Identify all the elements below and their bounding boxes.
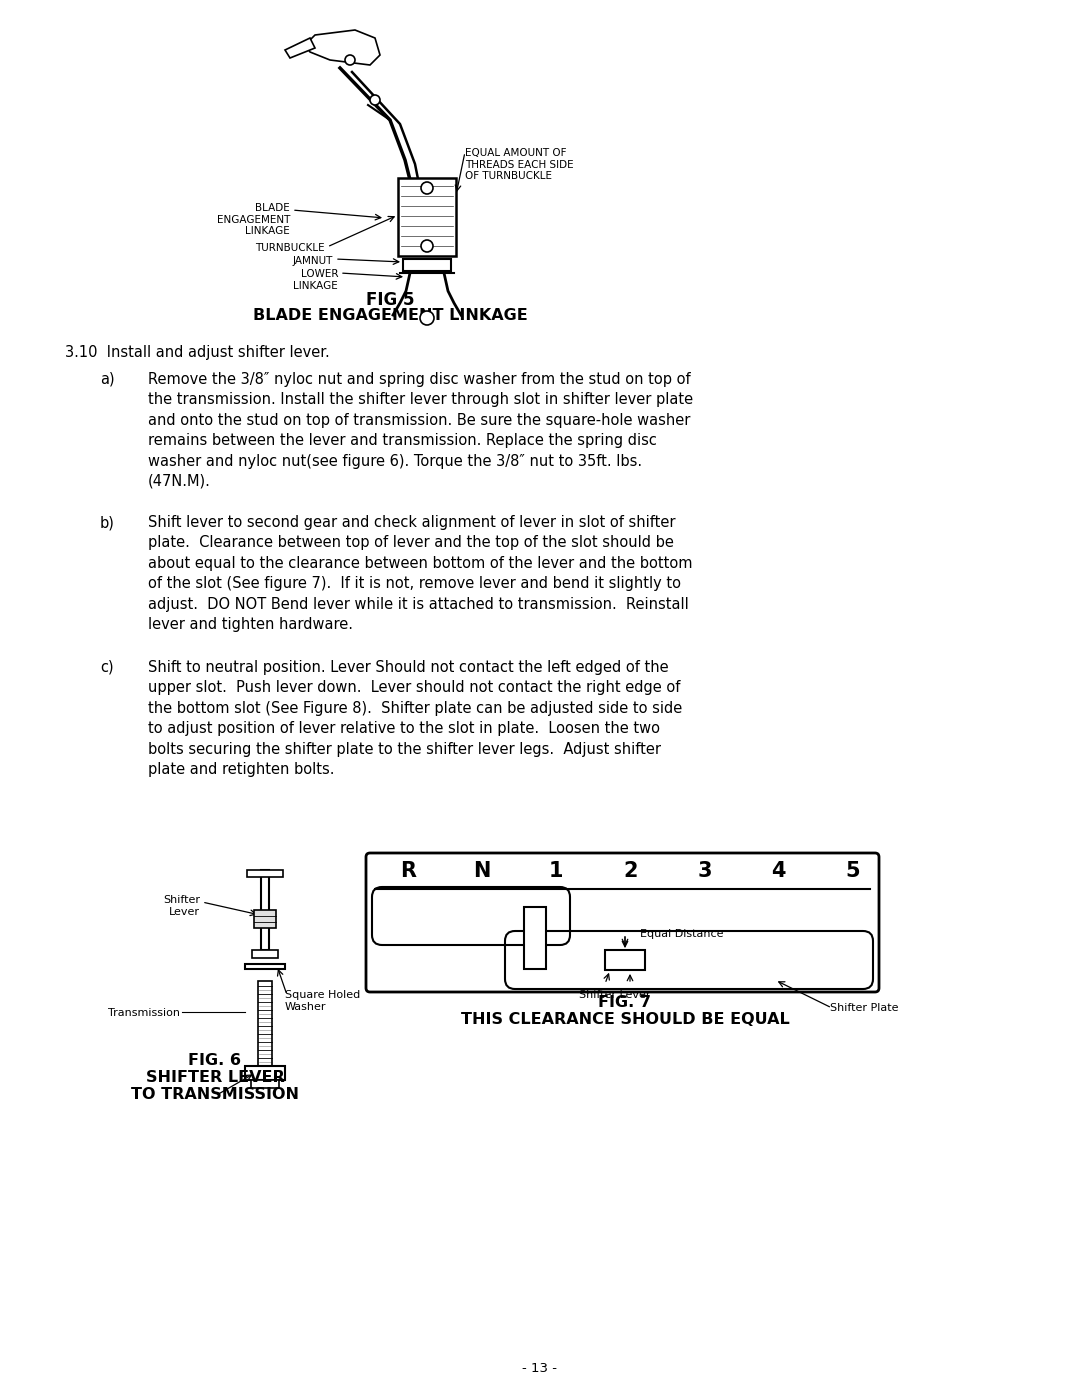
Text: Shifter Plate: Shifter Plate xyxy=(831,1003,899,1013)
Circle shape xyxy=(420,312,434,326)
Text: FIG. 7: FIG. 7 xyxy=(598,995,651,1010)
Text: c): c) xyxy=(100,659,113,675)
Text: Shifter Lever: Shifter Lever xyxy=(579,990,651,1000)
Text: 3.10  Install and adjust shifter lever.: 3.10 Install and adjust shifter lever. xyxy=(65,345,329,360)
Circle shape xyxy=(421,182,433,194)
Text: Shift to neutral position. Lever Should not contact the left edged of the
upper : Shift to neutral position. Lever Should … xyxy=(148,659,683,777)
Text: N: N xyxy=(473,861,490,882)
Circle shape xyxy=(370,95,380,105)
Text: BLADE
ENGAGEMENT
LINKAGE: BLADE ENGAGEMENT LINKAGE xyxy=(217,203,291,236)
Text: JAMNUT: JAMNUT xyxy=(293,256,333,265)
Bar xyxy=(258,981,272,1066)
Text: TURNBUCKLE: TURNBUCKLE xyxy=(255,243,325,253)
Bar xyxy=(247,870,283,877)
Text: b): b) xyxy=(100,515,114,529)
Polygon shape xyxy=(305,29,380,66)
Text: Square Holed
Washer: Square Holed Washer xyxy=(285,990,361,1011)
Text: SHIFTER LEVER: SHIFTER LEVER xyxy=(146,1070,284,1085)
Text: 5: 5 xyxy=(846,861,861,882)
Bar xyxy=(524,907,546,970)
Bar xyxy=(261,870,269,950)
Text: - 13 -: - 13 - xyxy=(523,1362,557,1375)
Bar xyxy=(245,1066,285,1080)
Text: 2: 2 xyxy=(623,861,638,882)
Bar xyxy=(399,177,456,256)
Text: THIS CLEARANCE SHOULD BE EQUAL: THIS CLEARANCE SHOULD BE EQUAL xyxy=(461,1011,789,1027)
Text: 4: 4 xyxy=(771,861,786,882)
Bar xyxy=(403,258,451,271)
Text: EQUAL AMOUNT OF
THREADS EACH SIDE
OF TURNBUCKLE: EQUAL AMOUNT OF THREADS EACH SIDE OF TUR… xyxy=(465,148,573,182)
Text: Equal Distance: Equal Distance xyxy=(640,929,724,939)
Text: Shifter
Lever: Shifter Lever xyxy=(163,895,200,916)
Polygon shape xyxy=(285,38,315,59)
Text: R: R xyxy=(400,861,416,882)
Bar xyxy=(605,950,645,970)
Text: LOWER
LINKAGE: LOWER LINKAGE xyxy=(294,270,338,291)
Text: Remove the 3/8″ nyloc nut and spring disc washer from the stud on top of
the tra: Remove the 3/8″ nyloc nut and spring dis… xyxy=(148,372,693,489)
Bar xyxy=(252,950,278,958)
Text: Shift lever to second gear and check alignment of lever in slot of shifter
plate: Shift lever to second gear and check ali… xyxy=(148,515,692,631)
Text: a): a) xyxy=(100,372,114,387)
Text: Transmission: Transmission xyxy=(108,1009,180,1018)
Circle shape xyxy=(345,54,355,66)
Circle shape xyxy=(421,240,433,251)
Bar xyxy=(254,909,276,928)
Text: TO TRANSMISSION: TO TRANSMISSION xyxy=(131,1087,299,1102)
Text: 3: 3 xyxy=(698,861,712,882)
Bar xyxy=(245,964,285,970)
Text: FIG. 6: FIG. 6 xyxy=(189,1053,242,1067)
Text: BLADE ENGAGEMENT LINKAGE: BLADE ENGAGEMENT LINKAGE xyxy=(253,307,527,323)
Text: FIG 5: FIG 5 xyxy=(366,291,415,309)
Bar xyxy=(251,1080,279,1088)
FancyBboxPatch shape xyxy=(366,854,879,992)
Text: 1: 1 xyxy=(549,861,564,882)
